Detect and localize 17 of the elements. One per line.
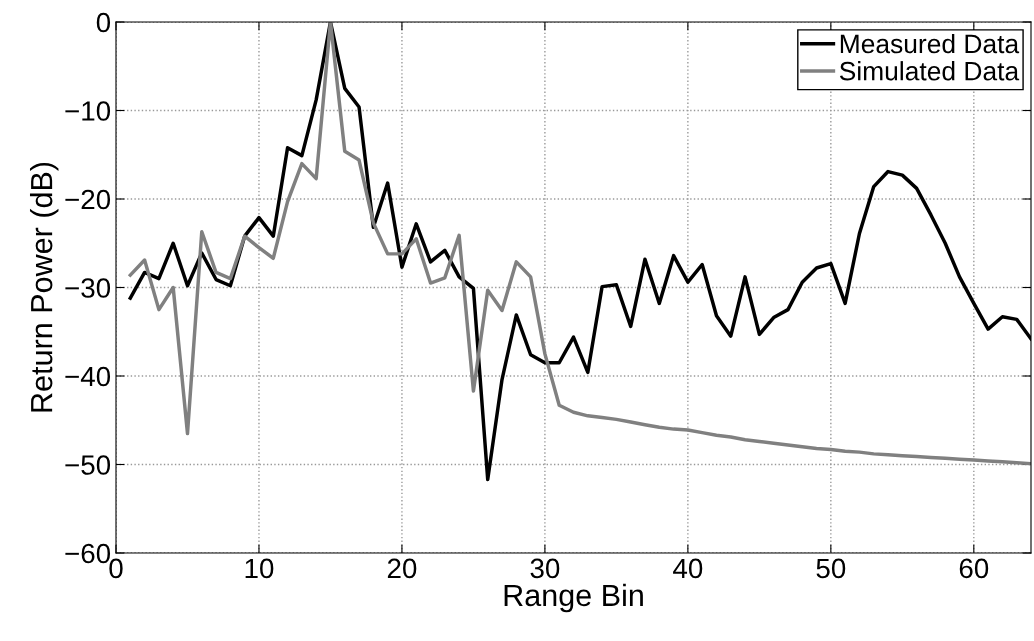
y-tick-label: −60	[65, 543, 111, 564]
y-axis-title: Return Power (dB)	[29, 162, 59, 412]
y-tick-label: −50	[65, 455, 111, 475]
y-tick-label: −30	[65, 278, 111, 298]
y-tick-label: −20	[65, 189, 111, 210]
y-tick-label: −40	[65, 366, 111, 387]
x-tick-label: 60	[959, 558, 989, 579]
legend-label: Simulated Data	[839, 61, 1020, 81]
x-tick-label: 50	[816, 558, 846, 579]
x-tick-label: 20	[387, 558, 417, 579]
y-tick-label: 0	[96, 12, 111, 33]
x-tick-label: 40	[673, 558, 703, 579]
x-tick-label: 30	[530, 558, 560, 579]
x-tick-label: 10	[245, 558, 274, 579]
y-tick-label: −10	[65, 101, 111, 121]
x-axis-title: Range Bin	[504, 583, 643, 613]
legend-label: Measured Data	[840, 33, 1020, 54]
